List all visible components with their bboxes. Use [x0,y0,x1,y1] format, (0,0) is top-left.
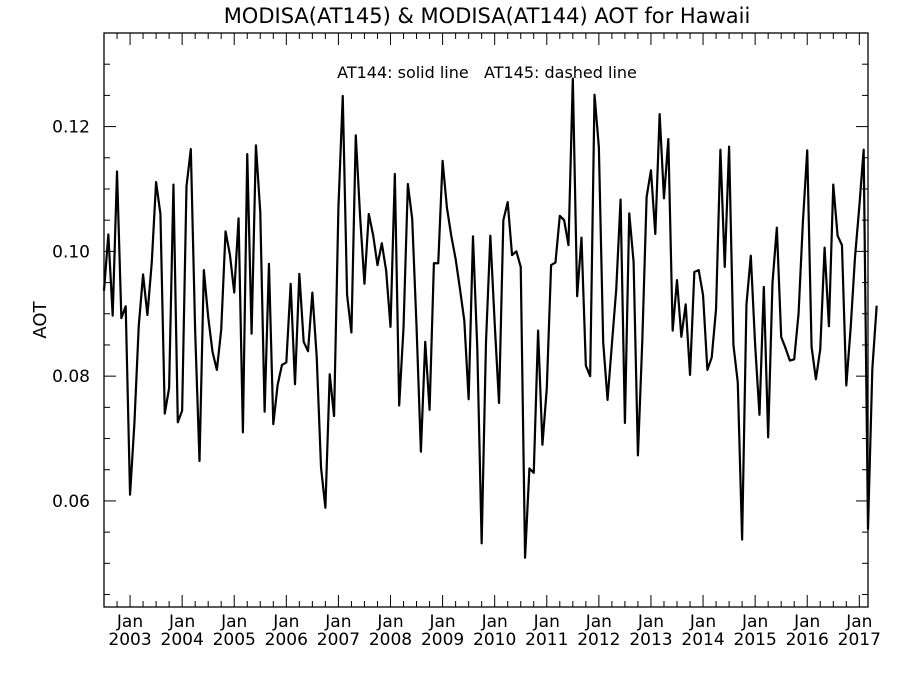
x-tick-year-label: 2017 [838,630,881,650]
y-tick-label: 0.10 [52,242,90,262]
x-tick-month-label: Jan [585,612,612,632]
x-tick-year-label: 2011 [525,630,568,650]
x-tick-month-label: Jan [637,612,664,632]
y-axis-label: AOT [30,300,51,338]
x-tick-month-label: Jan [689,612,716,632]
y-tick-label: 0.12 [52,118,90,138]
series-style-annotation: AT144: solid line AT145: dashed line [337,63,637,82]
x-tick-month-label: Jan [533,612,560,632]
x-tick-month-label: Jan [428,612,455,632]
series-line-at144 [102,77,878,559]
plot-axes [103,32,869,608]
chart-title: MODISA(AT145) & MODISA(AT144) AOT for Ha… [224,4,751,28]
x-tick-year-label: 2014 [681,630,724,650]
x-tick-year-label: 2005 [213,630,256,650]
x-tick-year-label: 2010 [473,630,516,650]
x-tick-year-label: 2007 [317,630,360,650]
x-tick-month-label: Jan [168,612,195,632]
x-tick-month-label: Jan [272,612,299,632]
x-tick-month-label: Jan [376,612,403,632]
y-tick-label: 0.08 [52,367,90,387]
x-tick-year-label: 2016 [786,630,829,650]
x-tick-month-label: Jan [741,612,768,632]
x-tick-year-label: 2009 [421,630,464,650]
x-tick-year-label: 2004 [161,630,204,650]
x-tick-year-label: 2006 [265,630,308,650]
x-tick-year-label: 2012 [577,630,620,650]
x-tick-year-label: 2003 [108,630,151,650]
x-tick-year-label: 2013 [629,630,672,650]
data-series [102,77,878,559]
x-tick-month-label: Jan [324,612,351,632]
x-tick-month-label: Jan [845,612,872,632]
plot-frame [103,32,869,608]
x-tick-month-label: Jan [220,612,247,632]
x-tick-year-label: 2008 [369,630,412,650]
axis-tick-labels: 0.060.080.100.12Jan2003Jan2004Jan2005Jan… [52,118,881,650]
y-tick-label: 0.06 [52,492,90,512]
x-tick-month-label: Jan [116,612,143,632]
x-tick-month-label: Jan [793,612,820,632]
x-tick-year-label: 2015 [734,630,777,650]
x-tick-month-label: Jan [481,612,508,632]
